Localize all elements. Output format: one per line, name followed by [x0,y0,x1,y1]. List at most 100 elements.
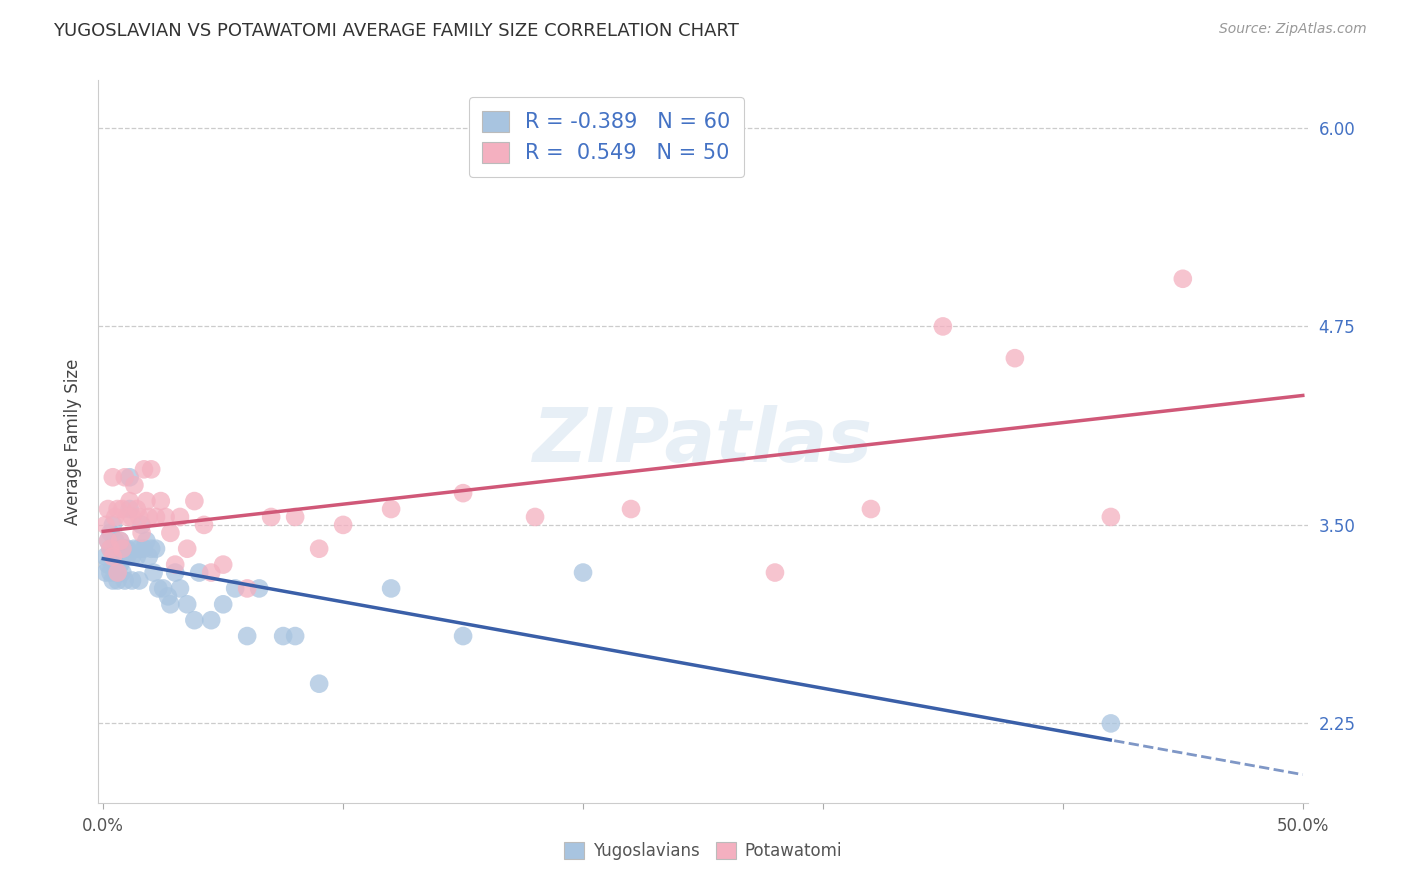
Point [141,462,163,476]
Point [108,533,131,548]
Point [115,549,138,564]
Point [200,613,222,627]
Point [165,566,187,580]
Point [121,549,143,564]
Point [115,541,138,556]
Point [101,574,124,588]
Point [118,470,141,484]
Point [131,517,153,532]
Point [97,533,120,548]
Point [271,629,294,643]
Point [159,597,181,611]
Point [114,574,136,588]
Point [101,541,124,556]
Point [108,558,131,572]
Point [107,566,129,580]
Point [100,525,122,540]
Point [111,566,134,580]
Point [100,541,122,556]
Point [212,597,235,611]
Point [141,541,163,556]
Text: ZIPatlas: ZIPatlas [533,405,873,478]
Point [118,502,141,516]
Point [524,510,547,524]
Point [284,629,307,643]
Point [247,582,270,596]
Point [169,510,191,524]
Point [97,502,120,516]
Point [165,558,187,572]
Point [121,510,143,524]
Point [620,502,643,516]
Point [101,517,124,532]
Point [94,566,117,580]
Point [135,533,157,548]
Point [115,510,138,524]
Point [380,502,402,516]
Point [121,574,143,588]
Point [183,613,205,627]
Point [131,525,153,540]
Point [176,541,198,556]
Point [380,582,402,596]
Point [284,510,307,524]
Point [108,533,131,548]
Point [451,486,474,500]
Point [97,533,120,548]
Point [128,541,150,556]
Point [148,582,170,596]
Point [200,566,222,580]
Point [125,549,148,564]
Point [149,494,172,508]
Y-axis label: Average Family Size: Average Family Size [63,359,82,524]
Point [169,582,191,596]
Point [100,541,122,556]
Point [104,510,127,524]
Point [128,574,150,588]
Point [332,517,354,532]
Point [1099,510,1122,524]
Point [107,502,129,516]
Point [124,478,146,492]
Point [135,494,157,508]
Point [188,566,211,580]
Point [111,502,134,516]
Point [152,582,174,596]
Point [1171,272,1194,286]
Point [124,541,146,556]
Text: YUGOSLAVIAN VS POTAWATOMI AVERAGE FAMILY SIZE CORRELATION CHART: YUGOSLAVIAN VS POTAWATOMI AVERAGE FAMILY… [53,22,740,40]
Point [128,510,150,524]
Point [224,582,246,596]
Point [94,517,117,532]
Point [156,590,179,604]
Legend: Yugoslavians, Potawatomi: Yugoslavians, Potawatomi [558,835,848,867]
Point [132,541,155,556]
Point [138,549,160,564]
Point [1004,351,1026,366]
Point [212,558,235,572]
Point [451,629,474,643]
Point [125,502,148,516]
Point [108,549,131,564]
Point [145,510,167,524]
Point [763,566,786,580]
Point [111,541,134,556]
Point [193,517,215,532]
Point [932,319,955,334]
Point [142,566,165,580]
Point [104,566,127,580]
Point [260,510,283,524]
Point [859,502,882,516]
Point [155,510,177,524]
Point [94,549,117,564]
Point [104,533,127,548]
Point [107,574,129,588]
Point [100,566,122,580]
Point [308,676,330,690]
Point [107,541,129,556]
Point [114,541,136,556]
Point [159,525,181,540]
Point [101,470,124,484]
Point [111,541,134,556]
Point [138,510,160,524]
